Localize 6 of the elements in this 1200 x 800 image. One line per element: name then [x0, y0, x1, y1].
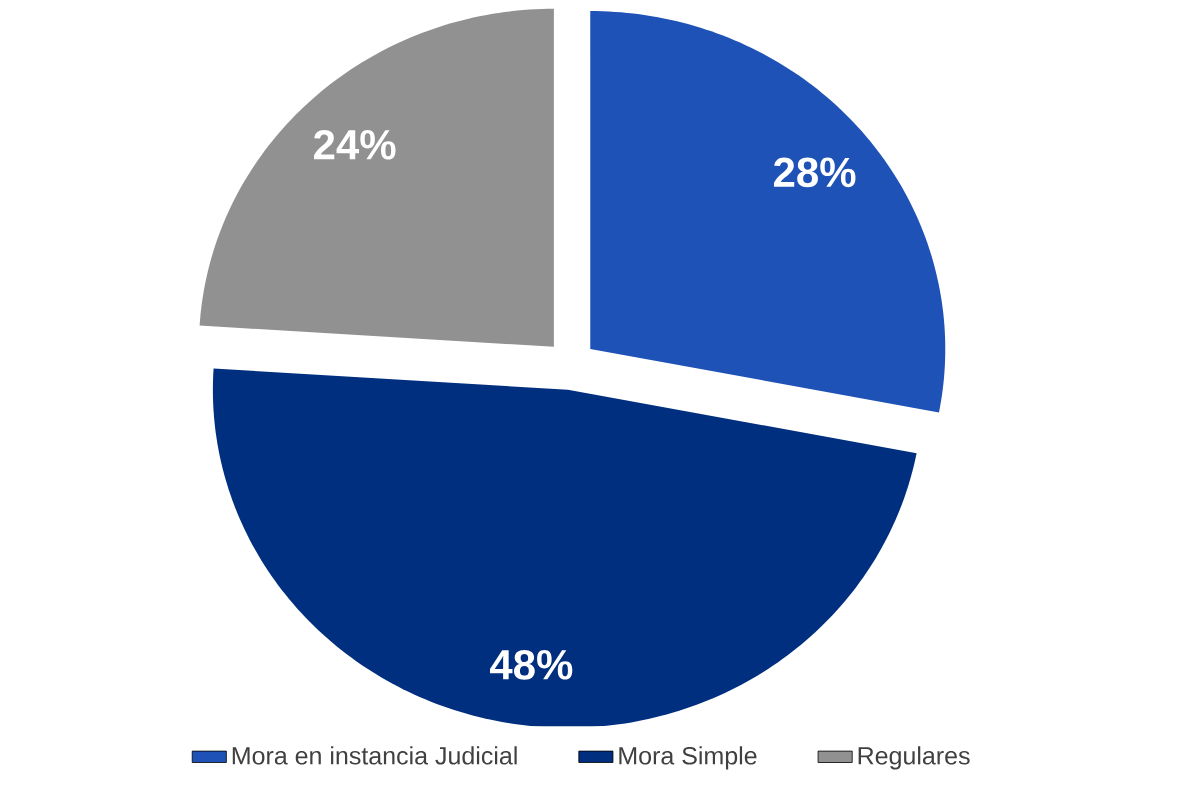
legend-label: Regulares [858, 746, 970, 770]
legend-label: Mora Simple [619, 746, 757, 770]
data-label: 28% [773, 157, 856, 188]
data-label: 48% [489, 649, 573, 680]
legend-label: Mora en instancia Judicial [232, 746, 517, 765]
data-label: 24% [314, 129, 396, 160]
